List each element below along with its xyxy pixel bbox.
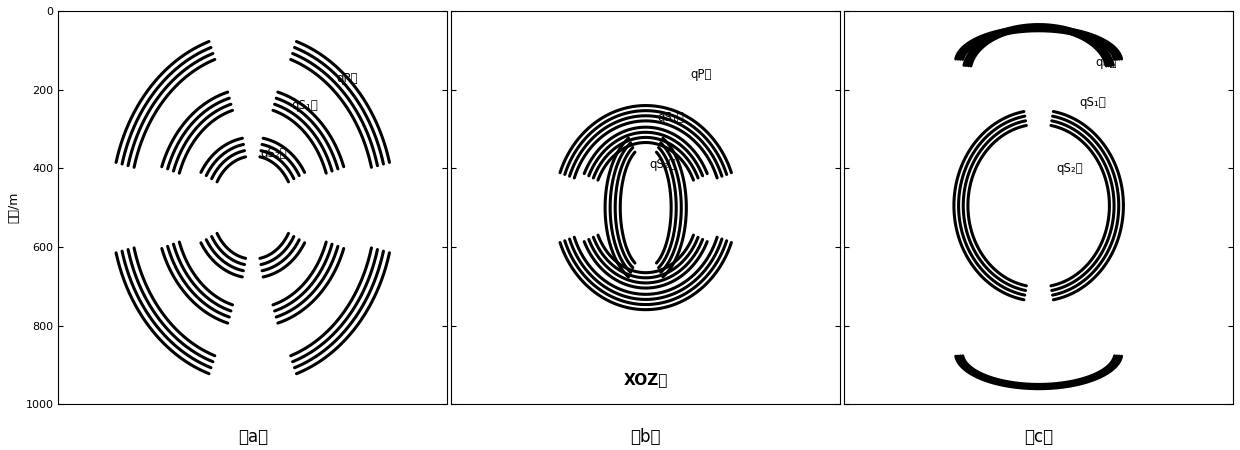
Text: （b）: （b） — [630, 428, 661, 446]
Text: XOZ面: XOZ面 — [624, 373, 668, 387]
Text: qS₁波: qS₁波 — [1080, 95, 1106, 108]
Text: （a）: （a） — [238, 428, 268, 446]
Text: qS₁波: qS₁波 — [657, 111, 684, 124]
Text: qP波: qP波 — [1095, 56, 1116, 69]
Text: qS₂波: qS₂波 — [650, 158, 676, 171]
Text: qP波: qP波 — [336, 72, 358, 85]
Y-axis label: 深度/m: 深度/m — [7, 192, 20, 223]
Text: qP波: qP波 — [691, 68, 712, 81]
Text: qS₂波: qS₂波 — [260, 147, 288, 160]
Text: qS₁波: qS₁波 — [291, 99, 319, 112]
Text: （c）: （c） — [1024, 428, 1053, 446]
Text: qS₂波: qS₂波 — [1056, 162, 1083, 176]
